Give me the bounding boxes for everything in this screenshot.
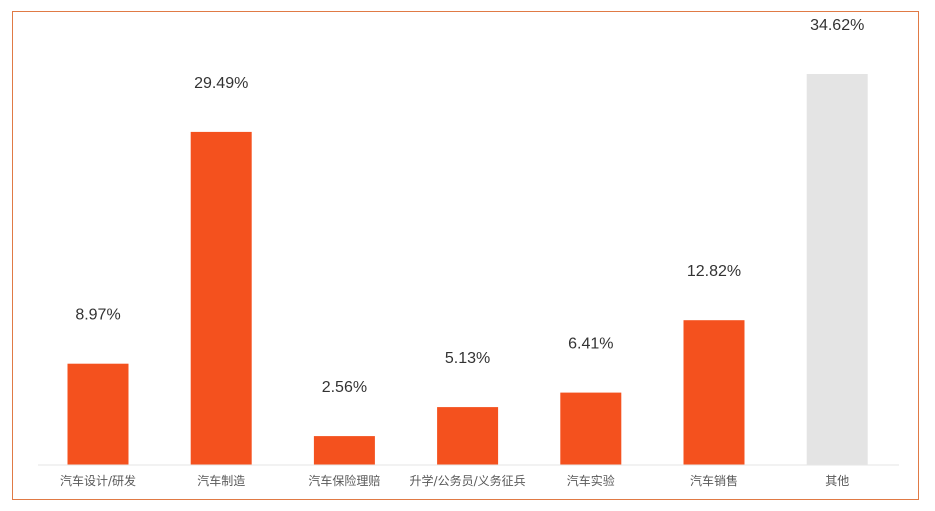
value-labels-group: 8.97% 29.49% 2.56% 5.13% 6.41% 12.82% 34.62% [75,17,864,396]
bar-4 [560,392,622,465]
bar-0 [67,363,129,465]
data-label-1: 29.49% [194,75,248,92]
bar-5 [683,320,745,465]
data-label-2: 2.56% [322,379,367,396]
category-label-3: 升学/公务员/义务征兵 [410,473,526,488]
category-label-0: 汽车设计/研发 [60,473,136,488]
data-label-0: 8.97% [75,307,120,324]
data-label-4: 6.41% [568,336,613,353]
category-label-6: 其他 [825,474,849,488]
bar-1 [190,131,252,465]
data-label-6: 34.62% [810,17,864,34]
category-label-4: 汽车实验 [567,473,615,488]
data-label-5: 12.82% [687,263,741,280]
category-label-2: 汽车保险理赔 [308,473,380,488]
bar-2 [313,436,375,465]
data-label-3: 5.13% [445,350,490,367]
category-labels-group: 汽车设计/研发 汽车制造 汽车保险理赔 升学/公务员/义务征兵 汽车实验 汽车销售 其他 [60,473,849,488]
bars-group [67,74,868,465]
bar-6 [806,74,868,465]
category-label-1: 汽车制造 [197,473,245,488]
category-label-5: 汽车销售 [690,473,738,488]
bar-3 [437,407,499,465]
